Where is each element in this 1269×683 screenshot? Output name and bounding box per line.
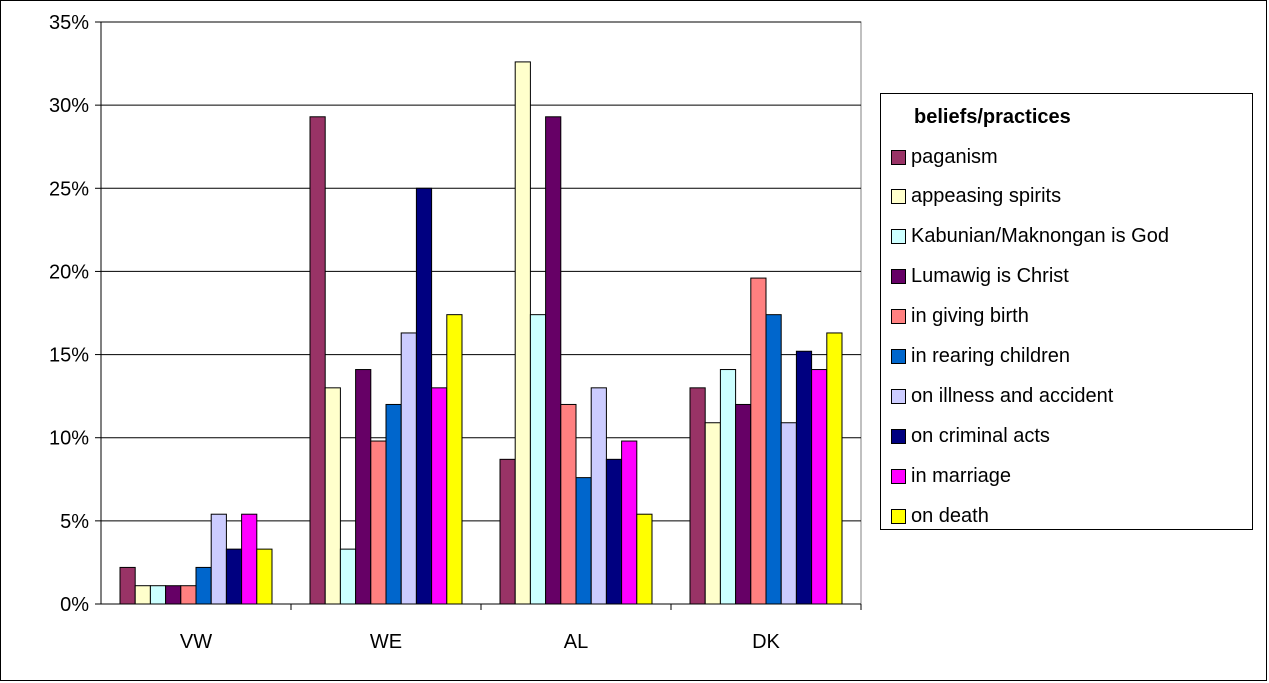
legend-item: appeasing spirits	[891, 183, 1061, 211]
bar	[385, 403, 402, 605]
y-tick-label: 5%	[60, 511, 89, 533]
y-tick-label: 30%	[49, 95, 89, 117]
legend-swatch	[891, 508, 906, 524]
y-tick-label: 20%	[49, 261, 89, 283]
legend: beliefs/practices paganism appeasing spir…	[880, 93, 1253, 530]
legend-item: in giving birth	[891, 303, 1029, 331]
bar	[195, 566, 212, 605]
y-tick-label: 0%	[60, 594, 89, 616]
legend-swatch	[891, 149, 906, 165]
legend-label: in rearing children	[911, 345, 1070, 367]
legend-label: on criminal acts	[911, 424, 1050, 447]
bar	[575, 477, 592, 605]
bar	[780, 422, 797, 605]
legend-swatch	[891, 468, 906, 484]
y-tick-label: 25%	[49, 178, 89, 200]
y-tick-label: 10%	[49, 428, 89, 450]
x-tick-label: VW	[180, 631, 212, 653]
legend-item: on criminal acts	[891, 422, 1050, 450]
bar	[636, 513, 653, 605]
axes: 0% 5% 10% 15% 20% 25% 30% 35% VW WE AL DK	[49, 12, 862, 653]
bar	[149, 585, 167, 605]
bar	[446, 314, 463, 605]
bar	[514, 61, 531, 605]
legend-label: on death	[911, 504, 989, 527]
legend-item: in marriage	[891, 462, 1011, 490]
legend-label: appeasing spirits	[911, 185, 1062, 208]
legend-title: beliefs/practices	[914, 106, 1071, 128]
bar	[795, 350, 813, 605]
legend-swatch	[891, 269, 906, 285]
bar	[590, 387, 607, 605]
legend-label: Kabunian/Maknongan is God	[911, 225, 1169, 248]
legend-item: in rearing children	[891, 343, 1070, 371]
bar	[324, 387, 341, 605]
bar	[545, 116, 562, 605]
legend-item: Lumawig is Christ	[891, 263, 1069, 291]
bar	[689, 387, 706, 605]
bar	[499, 458, 516, 605]
bar	[431, 387, 448, 605]
legend-item: Kabunian/Maknongan is God	[891, 223, 1169, 251]
bar	[339, 548, 357, 605]
legend-item: paganism	[891, 143, 998, 171]
bar	[370, 440, 387, 605]
y-tick-label: 15%	[49, 345, 89, 367]
bar	[225, 548, 243, 605]
bar	[826, 332, 843, 605]
y-tick-label: 35%	[49, 12, 89, 34]
legend-item: on illness and accident	[891, 382, 1113, 410]
legend-swatch	[891, 309, 906, 325]
legend-swatch	[891, 428, 906, 444]
bar	[309, 116, 326, 605]
bar	[134, 585, 151, 605]
bar	[605, 458, 623, 605]
bar	[529, 314, 547, 605]
bar	[210, 513, 227, 605]
bars	[119, 61, 843, 605]
legend-label: in marriage	[911, 464, 1012, 487]
legend-swatch	[891, 349, 906, 364]
legend-label: paganism	[911, 145, 998, 168]
legend-swatch	[891, 229, 906, 245]
legend-item: on death	[891, 502, 989, 530]
x-tick-label: AL	[564, 631, 588, 653]
bar	[256, 548, 273, 605]
x-tick-label: DK	[752, 631, 780, 653]
bar	[765, 314, 782, 605]
bar	[241, 513, 258, 605]
bar	[355, 369, 372, 605]
bar	[165, 585, 182, 605]
bar	[735, 403, 752, 605]
bar	[704, 422, 721, 605]
bar	[621, 440, 638, 605]
legend-label: in giving birth	[911, 305, 1029, 328]
legend-label: Lumawig is Christ	[911, 265, 1069, 288]
x-tick-label: WE	[370, 631, 402, 653]
legend-swatch	[891, 388, 906, 404]
bar	[719, 369, 737, 605]
legend-label: on illness and accident	[911, 384, 1114, 407]
bar	[415, 187, 433, 605]
bar	[750, 277, 767, 605]
bar	[811, 369, 828, 605]
legend-swatch	[891, 189, 906, 205]
bar	[180, 585, 197, 605]
bar	[560, 403, 577, 605]
bar	[400, 332, 417, 605]
bar	[119, 566, 136, 605]
